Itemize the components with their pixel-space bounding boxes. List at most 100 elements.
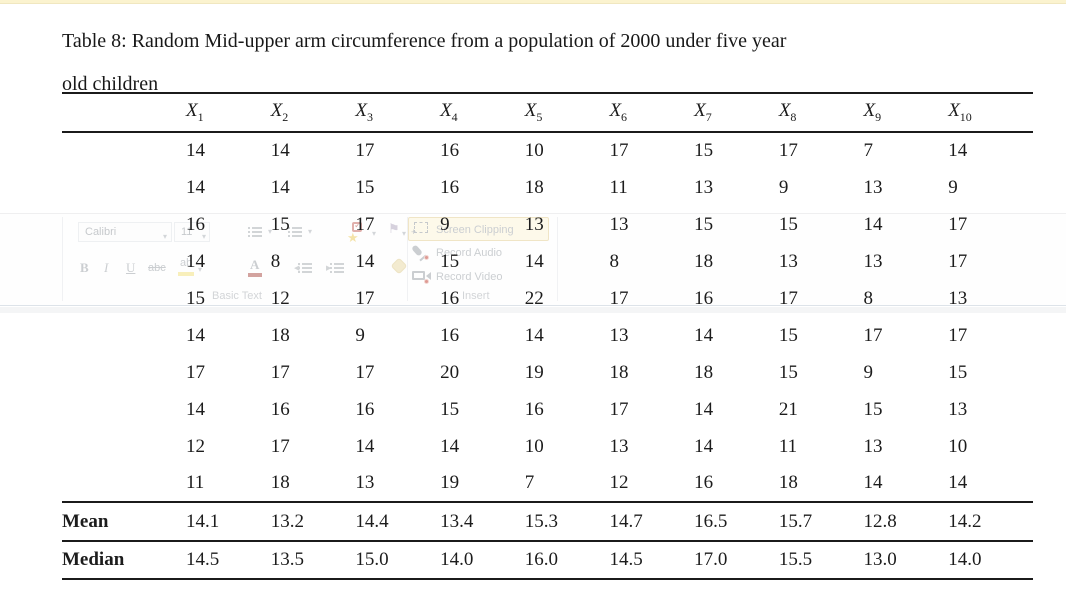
table-cell: 14 — [355, 250, 375, 272]
ghost-ribbon-band-foot — [0, 307, 1066, 313]
header-cell: X5 — [524, 100, 543, 124]
table-cell: 14 — [524, 324, 544, 346]
table-cell: 17 — [609, 287, 629, 309]
table-cell: 9 — [355, 324, 365, 346]
table-cell: 14 — [948, 472, 968, 493]
top-residual-strip — [0, 0, 1066, 4]
table-cell: 12 — [270, 287, 290, 309]
chevron-down-icon[interactable]: ▾ — [372, 229, 377, 238]
summary-cell: 13.5 — [270, 549, 304, 570]
flag-tag-icon[interactable]: ⚑ — [388, 221, 400, 236]
numbered-list-icon[interactable] — [288, 227, 302, 229]
table-cell: 14 — [694, 435, 714, 457]
table-cell: 8 — [270, 250, 281, 272]
table-cell: 16 — [440, 324, 460, 346]
summary-row: Mean 14.1 13.2 14.4 13.4 15.3 14.7 16.5 15.7 12.8… — [62, 502, 1033, 541]
table-cell: 18 — [524, 176, 544, 198]
table-body: X1 X2 X3 X4 X5 X6 X7 X8 X9 X10 14 14 17 16 10 17 15 17 7 14… — [62, 93, 1033, 579]
row-label-cell — [62, 391, 186, 428]
table-cell: 17 — [609, 398, 629, 420]
table-cell: 16 — [694, 287, 714, 309]
italic-button[interactable]: I — [104, 260, 109, 275]
table-cell: 17 — [778, 287, 798, 309]
chevron-down-icon[interactable]: ▾ — [198, 265, 203, 274]
todo-tag-icon[interactable] — [352, 222, 362, 232]
decrease-indent-icon[interactable] — [298, 263, 312, 265]
table-cell: 14 — [355, 435, 375, 457]
header-cell-empty — [62, 93, 186, 132]
table-cell: 14 — [440, 435, 460, 457]
bullet-list-icon[interactable] — [248, 227, 262, 229]
table-cell: 18 — [694, 361, 714, 383]
table-cell: 17 — [948, 250, 968, 272]
font-name-value: Calibri — [85, 226, 117, 238]
chevron-down-icon[interactable]: ▾ — [268, 227, 273, 236]
video-camera-icon — [412, 271, 425, 280]
highlight-button[interactable]: ab — [180, 257, 193, 269]
indent-left-arrow-icon: ◀ — [294, 265, 300, 272]
insert-group-label: Insert — [462, 290, 490, 302]
table-cell: 13 — [524, 213, 544, 235]
font-name-combobox[interactable]: Calibri ▾ — [78, 222, 172, 242]
table-cell: 12 — [186, 435, 205, 457]
table-cell: 14 — [948, 140, 968, 161]
basic-text-group-label: Basic Text — [212, 290, 262, 302]
strikethrough-button[interactable]: abc — [148, 262, 166, 274]
table-cell: 10 — [524, 140, 544, 161]
table-cell: 8 — [863, 287, 874, 309]
increase-indent-icon[interactable] — [330, 263, 344, 265]
screen-clipping-icon — [411, 222, 428, 237]
underline-button[interactable]: U — [126, 260, 136, 275]
record-video-button[interactable]: Record Video — [436, 271, 503, 283]
chevron-down-icon[interactable]: ▾ — [201, 232, 206, 241]
table-cell: 13 — [609, 213, 629, 235]
summary-cell: 13.2 — [270, 510, 304, 532]
table-cell: 14 — [270, 140, 290, 161]
summary-cell: 13.4 — [440, 510, 474, 532]
summary-cell: 16.5 — [694, 510, 728, 532]
chevron-down-icon[interactable]: ▾ — [308, 227, 313, 236]
table-cell: 7 — [524, 472, 535, 493]
star-tag-icon[interactable]: ★ — [347, 230, 359, 245]
table-cell: 16 — [440, 176, 460, 198]
font-size-combobox[interactable]: 11 ▾ — [174, 222, 210, 242]
font-color-button[interactable]: A — [250, 257, 260, 272]
font-color-bar — [248, 273, 262, 277]
group-divider — [407, 217, 408, 301]
caption-line-2: old children — [62, 73, 159, 95]
table-cell: 16 — [270, 398, 290, 420]
table-cell: 9 — [863, 361, 874, 383]
table-cell: 16 — [524, 398, 544, 420]
table-cell: 15 — [778, 213, 798, 235]
chevron-down-icon[interactable]: ▾ — [162, 232, 167, 241]
row-label-cell — [62, 132, 186, 169]
summary-cell: 15.0 — [355, 549, 389, 570]
row-label-cell — [62, 354, 186, 391]
table-cell: 14 — [186, 398, 205, 420]
table-row: 14 8 14 15 14 8 18 13 13 17 — [62, 243, 1033, 280]
table-cell: 16 — [694, 472, 714, 493]
record-audio-button[interactable]: Record Audio — [436, 247, 503, 259]
row-label-cell — [62, 280, 186, 317]
table-cell: 15 — [948, 361, 968, 383]
screen-clipping-button[interactable]: Screen Clipping — [436, 224, 514, 236]
table-cell: 15 — [186, 287, 205, 309]
header-cell: X3 — [355, 100, 373, 124]
screen-clipping-hover-highlight — [408, 217, 549, 241]
summary-cell: 14.4 — [355, 510, 389, 532]
table-cell: 18 — [694, 250, 714, 272]
table-cell: 9 — [778, 176, 789, 198]
bold-button[interactable]: B — [80, 260, 89, 275]
chevron-down-icon[interactable]: ▾ — [402, 229, 407, 238]
row-label-cell — [62, 206, 186, 243]
table-cell: 14 — [186, 250, 205, 272]
table-cell: 12 — [609, 472, 629, 493]
summary-cell: 14.5 — [609, 549, 643, 570]
table-cell: 13 — [609, 324, 629, 346]
table-cell: 15 — [694, 213, 714, 235]
summary-cell: 14.5 — [186, 549, 220, 570]
table-cell: 17 — [186, 361, 205, 383]
row-label-cell — [62, 317, 186, 354]
row-label-cell — [62, 169, 186, 206]
